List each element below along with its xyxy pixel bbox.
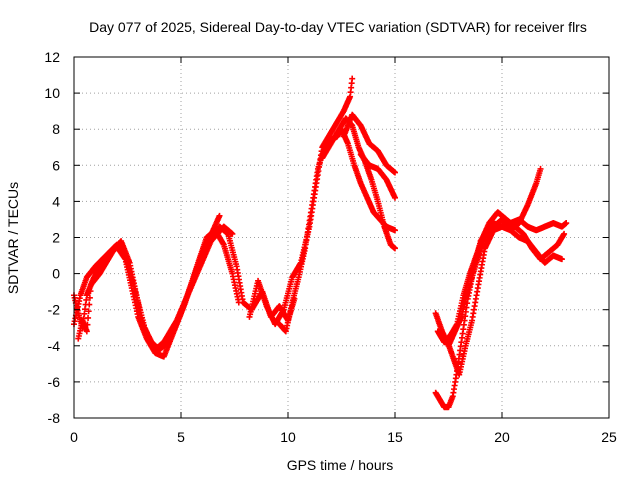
data-point: [537, 165, 544, 172]
data-point: [563, 220, 570, 227]
y-tick-label: 10: [44, 85, 60, 101]
chart-title: Day 077 of 2025, Sidereal Day-to-day VTE…: [89, 19, 587, 35]
data-point: [85, 314, 92, 321]
data-point: [392, 245, 398, 252]
y-tick-label: 6: [52, 157, 60, 173]
data-point: [83, 328, 90, 335]
data-point: [85, 308, 92, 315]
series-arc-13: [432, 216, 570, 411]
x-axis-label: GPS time / hours: [287, 457, 394, 473]
y-tick-label: 12: [44, 49, 60, 65]
y-tick-label: -8: [48, 410, 61, 426]
y-tick-label: 4: [52, 193, 60, 209]
data-point: [392, 194, 398, 201]
x-tick-label: 0: [70, 429, 78, 445]
data-point: [349, 75, 356, 82]
series-arc-2: [71, 227, 242, 360]
data-point: [392, 227, 398, 234]
data-points: [71, 75, 570, 411]
y-tick-label: -4: [48, 338, 61, 354]
x-tick-label: 15: [387, 429, 403, 445]
data-point: [561, 230, 568, 237]
grid: [74, 57, 609, 418]
x-tick-label: 25: [601, 429, 617, 445]
x-tick-label: 10: [280, 429, 296, 445]
y-tick-label: -6: [48, 374, 61, 390]
axis-ticks: 0 5 10 15 20 25 -8 -6 -4 -2 0 2 4 6 8 10 12: [44, 49, 617, 445]
x-tick-label: 20: [494, 429, 510, 445]
series-arc-8: [340, 111, 398, 176]
y-axis-label: SDTVAR / TECUs: [5, 182, 21, 294]
x-tick-label: 5: [177, 429, 185, 445]
y-tick-label: 2: [52, 230, 60, 246]
data-point: [558, 256, 565, 263]
series-arc-9: [357, 151, 398, 201]
data-point: [84, 321, 91, 328]
data-point: [86, 301, 93, 308]
data-point: [87, 288, 94, 295]
y-tick-label: 8: [52, 121, 60, 137]
y-tick-label: 0: [52, 266, 60, 282]
data-point: [392, 169, 398, 176]
data-point: [216, 212, 223, 219]
data-point: [86, 294, 93, 301]
y-tick-label: -2: [48, 302, 61, 318]
